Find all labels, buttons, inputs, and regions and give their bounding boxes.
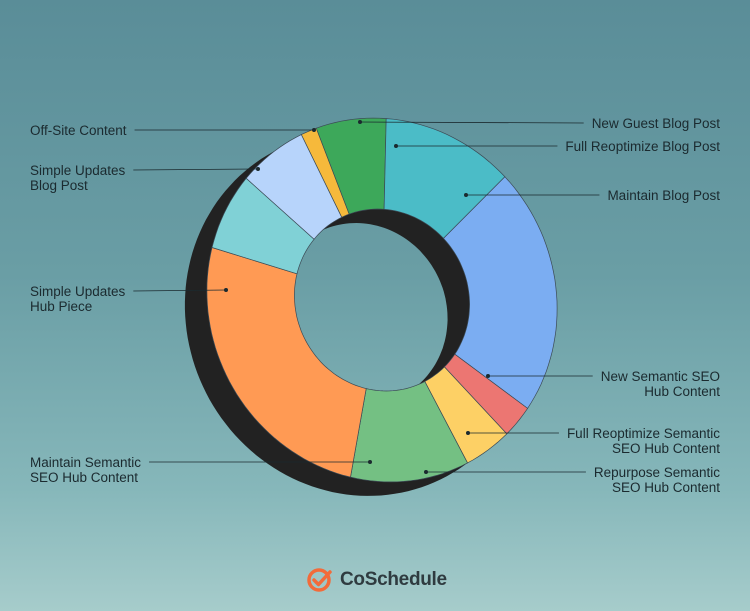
leader-dot — [358, 120, 362, 124]
leader-dot — [394, 144, 398, 148]
leader-dot — [486, 374, 490, 378]
leader-dot — [224, 288, 228, 292]
slice-label: Simple Updates Hub Piece — [30, 284, 126, 314]
slice-label: Full Reoptimize Semantic SEO Hub Content — [566, 426, 720, 456]
leader-line — [133, 168, 259, 171]
slice-label: Maintain Semantic SEO Hub Content — [30, 455, 142, 485]
slice-label: New Semantic SEO Hub Content — [600, 369, 720, 399]
slice-label: Maintain Blog Post — [607, 188, 720, 203]
leader-dot — [256, 167, 260, 171]
donut-slices — [206, 117, 558, 483]
brand-name: CoSchedule — [340, 569, 447, 590]
coschedule-check-icon — [307, 568, 332, 592]
slice-label: Off-Site Content — [30, 123, 127, 138]
leader-line — [359, 121, 584, 124]
brand-logo: CoSchedule — [306, 566, 447, 594]
leader-dot — [464, 193, 468, 197]
leader-dot — [312, 128, 316, 132]
leader-lines — [133, 120, 600, 474]
slice-label: Repurpose Semantic SEO Hub Content — [593, 465, 720, 495]
leader-dot — [424, 470, 428, 474]
slice — [245, 134, 343, 240]
leader-line — [133, 289, 227, 292]
leader-dot — [466, 431, 470, 435]
slice-label: New Guest Blog Post — [591, 116, 720, 131]
slice-label: Simple Updates Blog Post — [30, 163, 126, 193]
slice-label: Full Reoptimize Blog Post — [565, 139, 720, 154]
leader-dot — [368, 460, 372, 464]
slice — [206, 247, 367, 478]
